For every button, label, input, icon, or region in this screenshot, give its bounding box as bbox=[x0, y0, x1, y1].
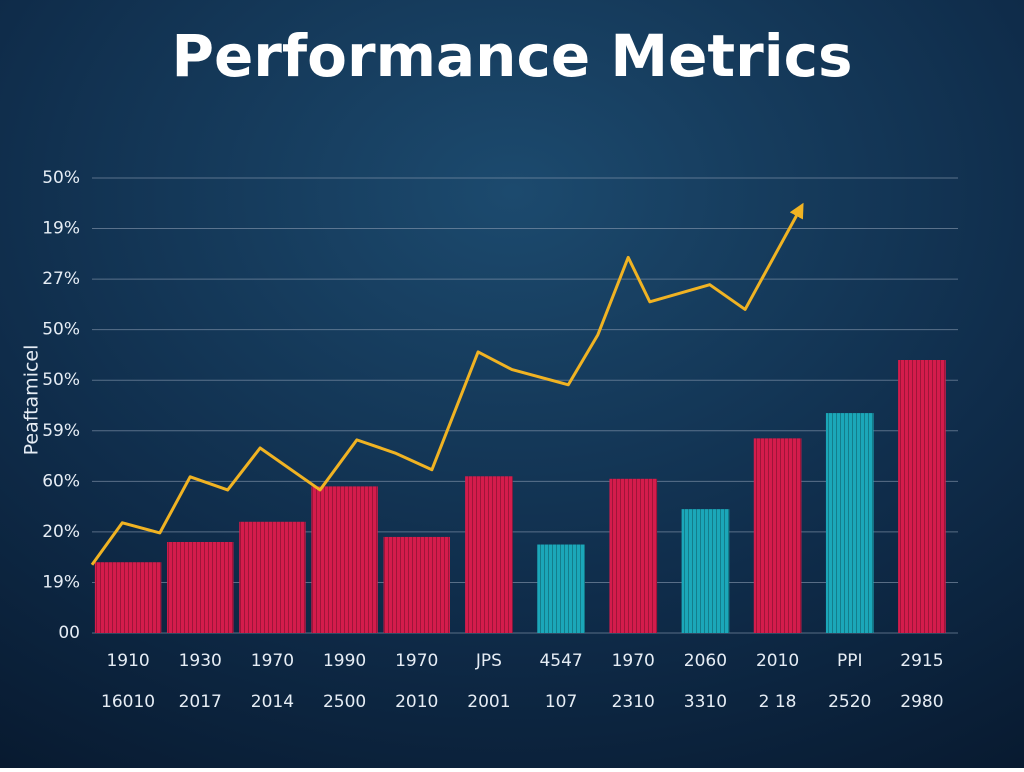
x-tick-label: 2060 bbox=[684, 651, 727, 671]
x-tick-label: PPI bbox=[837, 651, 863, 671]
x-tick-label: 1990 bbox=[323, 651, 366, 671]
bar bbox=[311, 486, 378, 633]
bar bbox=[537, 544, 585, 633]
x-tick-label: 1970 bbox=[251, 651, 294, 671]
bar bbox=[753, 438, 802, 633]
bar bbox=[167, 542, 234, 633]
x-tick-sublabel: 2980 bbox=[900, 692, 943, 712]
bar bbox=[383, 536, 450, 633]
x-tick-label: 1970 bbox=[612, 651, 655, 671]
y-tick-label: 60% bbox=[42, 471, 80, 491]
y-tick-label: 19% bbox=[42, 572, 80, 592]
x-tick-sublabel: 2017 bbox=[179, 692, 222, 712]
y-tick-label: 50% bbox=[42, 370, 80, 390]
bar bbox=[898, 360, 946, 633]
trend-line bbox=[90, 202, 804, 566]
x-tick-label: 1930 bbox=[179, 651, 222, 671]
x-tick-sublabel: 3310 bbox=[684, 692, 727, 712]
bar bbox=[825, 413, 874, 633]
y-tick-label: 27% bbox=[42, 269, 80, 289]
y-tick-label: 50% bbox=[42, 168, 80, 188]
x-tick-sublabel: 2 18 bbox=[759, 692, 797, 712]
y-tick-label: 59% bbox=[42, 421, 80, 441]
x-tick-label: 1970 bbox=[395, 651, 438, 671]
x-tick-label: 1910 bbox=[106, 651, 149, 671]
x-tick-sublabel: 2014 bbox=[251, 692, 294, 712]
x-tick-sublabel: 16010 bbox=[101, 692, 155, 712]
x-tick-sublabel: 2010 bbox=[395, 692, 438, 712]
y-tick-label: 20% bbox=[42, 522, 80, 542]
bar bbox=[681, 509, 730, 633]
chart-title: Performance Metrics bbox=[171, 22, 852, 90]
x-tick-sublabel: 2520 bbox=[828, 692, 871, 712]
x-tick-sublabel: 2500 bbox=[323, 692, 366, 712]
x-tick-sublabel: 107 bbox=[545, 692, 577, 712]
x-tick-label: 2915 bbox=[900, 651, 943, 671]
x-tick-label: 2010 bbox=[756, 651, 799, 671]
bar bbox=[94, 562, 162, 633]
x-tick-sublabel: 2001 bbox=[467, 692, 510, 712]
x-tick-label: 4547 bbox=[539, 651, 582, 671]
y-tick-label: 19% bbox=[42, 219, 80, 239]
y-axis-label: Peaftamicel bbox=[21, 345, 43, 456]
y-tick-label: 00 bbox=[58, 623, 80, 643]
bar bbox=[609, 478, 658, 633]
x-tick-label: JPS bbox=[475, 651, 502, 671]
bar bbox=[239, 521, 306, 633]
x-tick-sublabel: 2310 bbox=[612, 692, 655, 712]
y-tick-label: 50% bbox=[42, 320, 80, 340]
bar bbox=[465, 476, 513, 633]
